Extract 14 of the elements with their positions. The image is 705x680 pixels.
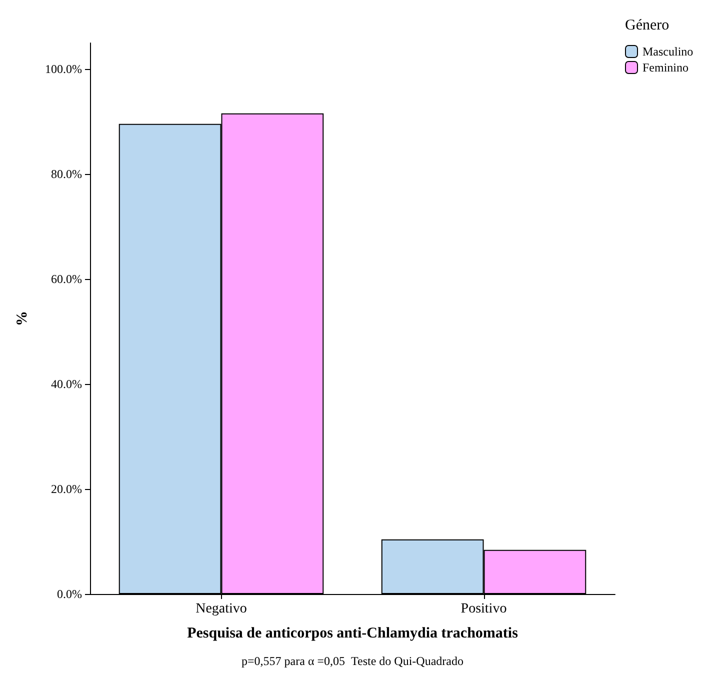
y-tick-label: 0.0% [57, 587, 82, 601]
y-tick-label: 60.0% [51, 272, 82, 286]
legend-label: Feminino [642, 60, 689, 74]
x-axis-title: Pesquisa de anticorpos anti-Chlamydia trachomatis [187, 626, 518, 642]
y-tick-label: 40.0% [51, 377, 82, 392]
y-tick-label: 80.0% [51, 167, 82, 182]
x-tick-label: Negativo [196, 602, 247, 616]
x-tick-label: Positivo [460, 602, 507, 616]
y-tick-label: 100.0% [45, 62, 82, 76]
legend-title: Género [625, 18, 670, 34]
text: p=0,557 para α =0,05 Teste do Qui-Quadrado [242, 654, 464, 668]
legend-label: Masculino [642, 44, 694, 58]
y-tick-label: 20.0% [51, 482, 82, 496]
y-axis-title: % [14, 311, 30, 326]
